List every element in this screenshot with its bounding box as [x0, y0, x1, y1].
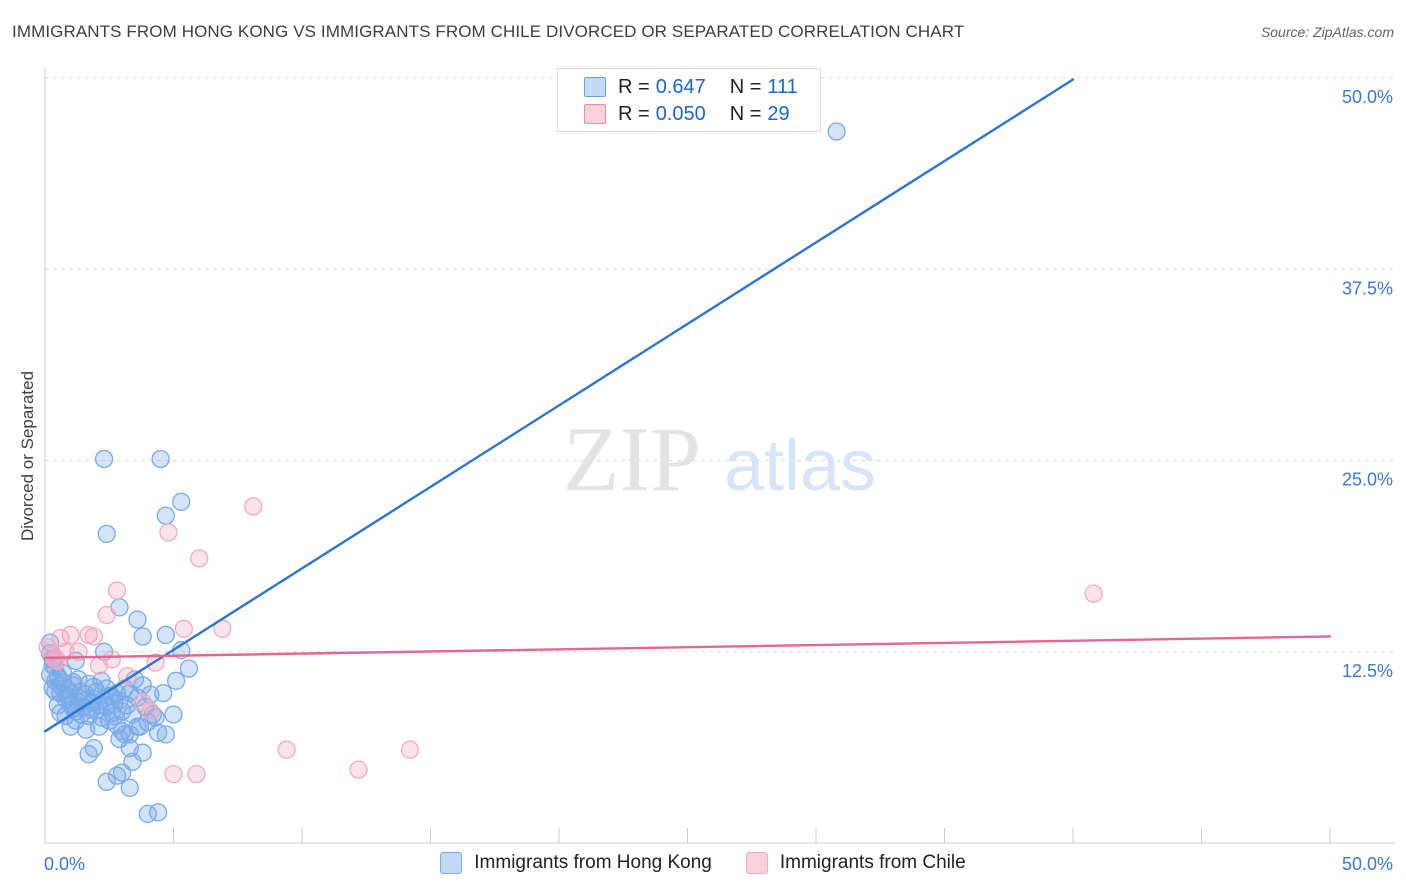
n-value: 111 [767, 75, 798, 98]
data-point [120, 725, 139, 744]
data-point [164, 764, 183, 784]
y-tick-label: 25.0% [1342, 470, 1393, 490]
data-point [164, 705, 183, 724]
chart-legend: Immigrants from Hong Kong Immigrants fro… [0, 852, 1406, 874]
data-point [141, 702, 160, 721]
stats-row-hong-kong: R = 0.647 N = 111 [584, 75, 798, 99]
data-point [156, 725, 175, 744]
r-value: 0.647 [655, 75, 706, 98]
series-chile [38, 497, 1103, 784]
legend-swatch-chile [745, 852, 768, 874]
data-point [174, 619, 193, 638]
data-point [156, 506, 175, 525]
stats-swatch-chile [584, 104, 606, 124]
data-point [123, 752, 142, 772]
series-hong-kong [40, 122, 846, 824]
trend-line-hong-kong [43, 78, 1075, 733]
data-point [244, 497, 263, 516]
y-tick-label: 50.0% [1342, 87, 1393, 107]
gridlines [45, 77, 1395, 653]
data-point [64, 673, 83, 692]
data-point [148, 803, 168, 822]
correlation-stats-box: R = 0.647 N = 111 R = 0.050 N = 29 [557, 68, 821, 132]
data-point [97, 772, 116, 791]
data-point [48, 667, 68, 686]
r-label: R = [618, 102, 650, 125]
data-point [89, 717, 109, 736]
source-label: Source: ZipAtlas.com [1260, 24, 1394, 40]
legend-label-hong-kong: Immigrants from Hong Kong [474, 852, 712, 873]
data-point [179, 659, 199, 678]
watermark-zip: ZIP [563, 408, 701, 510]
data-point [84, 627, 103, 646]
data-point [190, 549, 209, 568]
data-point [187, 764, 206, 784]
data-point [79, 745, 98, 764]
data-point [151, 449, 170, 469]
data-point [154, 683, 173, 703]
n-label: N = [729, 102, 762, 125]
data-point [97, 524, 116, 544]
r-label: R = [618, 75, 650, 98]
data-point [133, 676, 152, 695]
data-point [56, 642, 75, 661]
data-point [128, 610, 147, 629]
y-tick-label: 12.5% [1342, 661, 1393, 681]
data-point [166, 671, 186, 690]
watermark: ZIP atlas [563, 408, 876, 510]
data-point [133, 627, 152, 646]
data-point [69, 670, 88, 689]
legend-item-hong-kong[interactable]: Immigrants from Hong Kong [440, 852, 712, 874]
chart-title: IMMIGRANTS FROM HONG KONG VS IMMIGRANTS … [12, 22, 965, 41]
r-value: 0.050 [655, 102, 706, 125]
data-points [38, 122, 1103, 824]
data-point [156, 625, 175, 645]
data-point [133, 693, 152, 712]
tick-labels: 12.5% 25.0% 37.5% 50.0% 0.0% 50.0% [44, 87, 1393, 874]
axes [44, 68, 1395, 844]
data-point [143, 705, 163, 724]
data-point [133, 743, 152, 762]
y-tick-label: 37.5% [1342, 278, 1393, 298]
data-point [105, 706, 124, 726]
data-point [349, 760, 368, 779]
n-label: N = [729, 75, 762, 98]
data-point [118, 667, 137, 686]
x-tick-label: 50.0% [1342, 854, 1393, 874]
n-value: 29 [767, 102, 790, 125]
data-point [1084, 584, 1103, 603]
data-point [400, 740, 420, 759]
data-point [94, 449, 114, 469]
stats-row-chile: R = 0.050 N = 29 [584, 102, 790, 126]
data-point [61, 625, 80, 645]
data-point [172, 492, 191, 511]
data-point [69, 693, 88, 712]
data-point [115, 725, 134, 744]
data-point [827, 122, 846, 141]
stats-swatch-hong-kong [584, 77, 606, 97]
y-axis-label: Divorced or Separated [18, 370, 37, 542]
legend-item-chile[interactable]: Immigrants from Chile [745, 852, 966, 874]
data-point [46, 682, 65, 701]
data-point [51, 628, 70, 648]
watermark-atlas: atlas [724, 426, 876, 506]
data-point [277, 740, 296, 759]
trend-line-chile [43, 635, 1332, 660]
data-point [97, 605, 116, 625]
legend-label-chile: Immigrants from Chile [779, 852, 966, 873]
data-point [46, 650, 65, 669]
trend-lines [43, 78, 1332, 733]
legend-swatch-hong-kong [440, 852, 463, 874]
data-point [120, 778, 139, 798]
x-tick-label: 0.0% [44, 854, 85, 874]
data-point [107, 766, 127, 785]
data-point [159, 523, 178, 542]
data-point [107, 581, 127, 600]
data-point [102, 650, 121, 669]
